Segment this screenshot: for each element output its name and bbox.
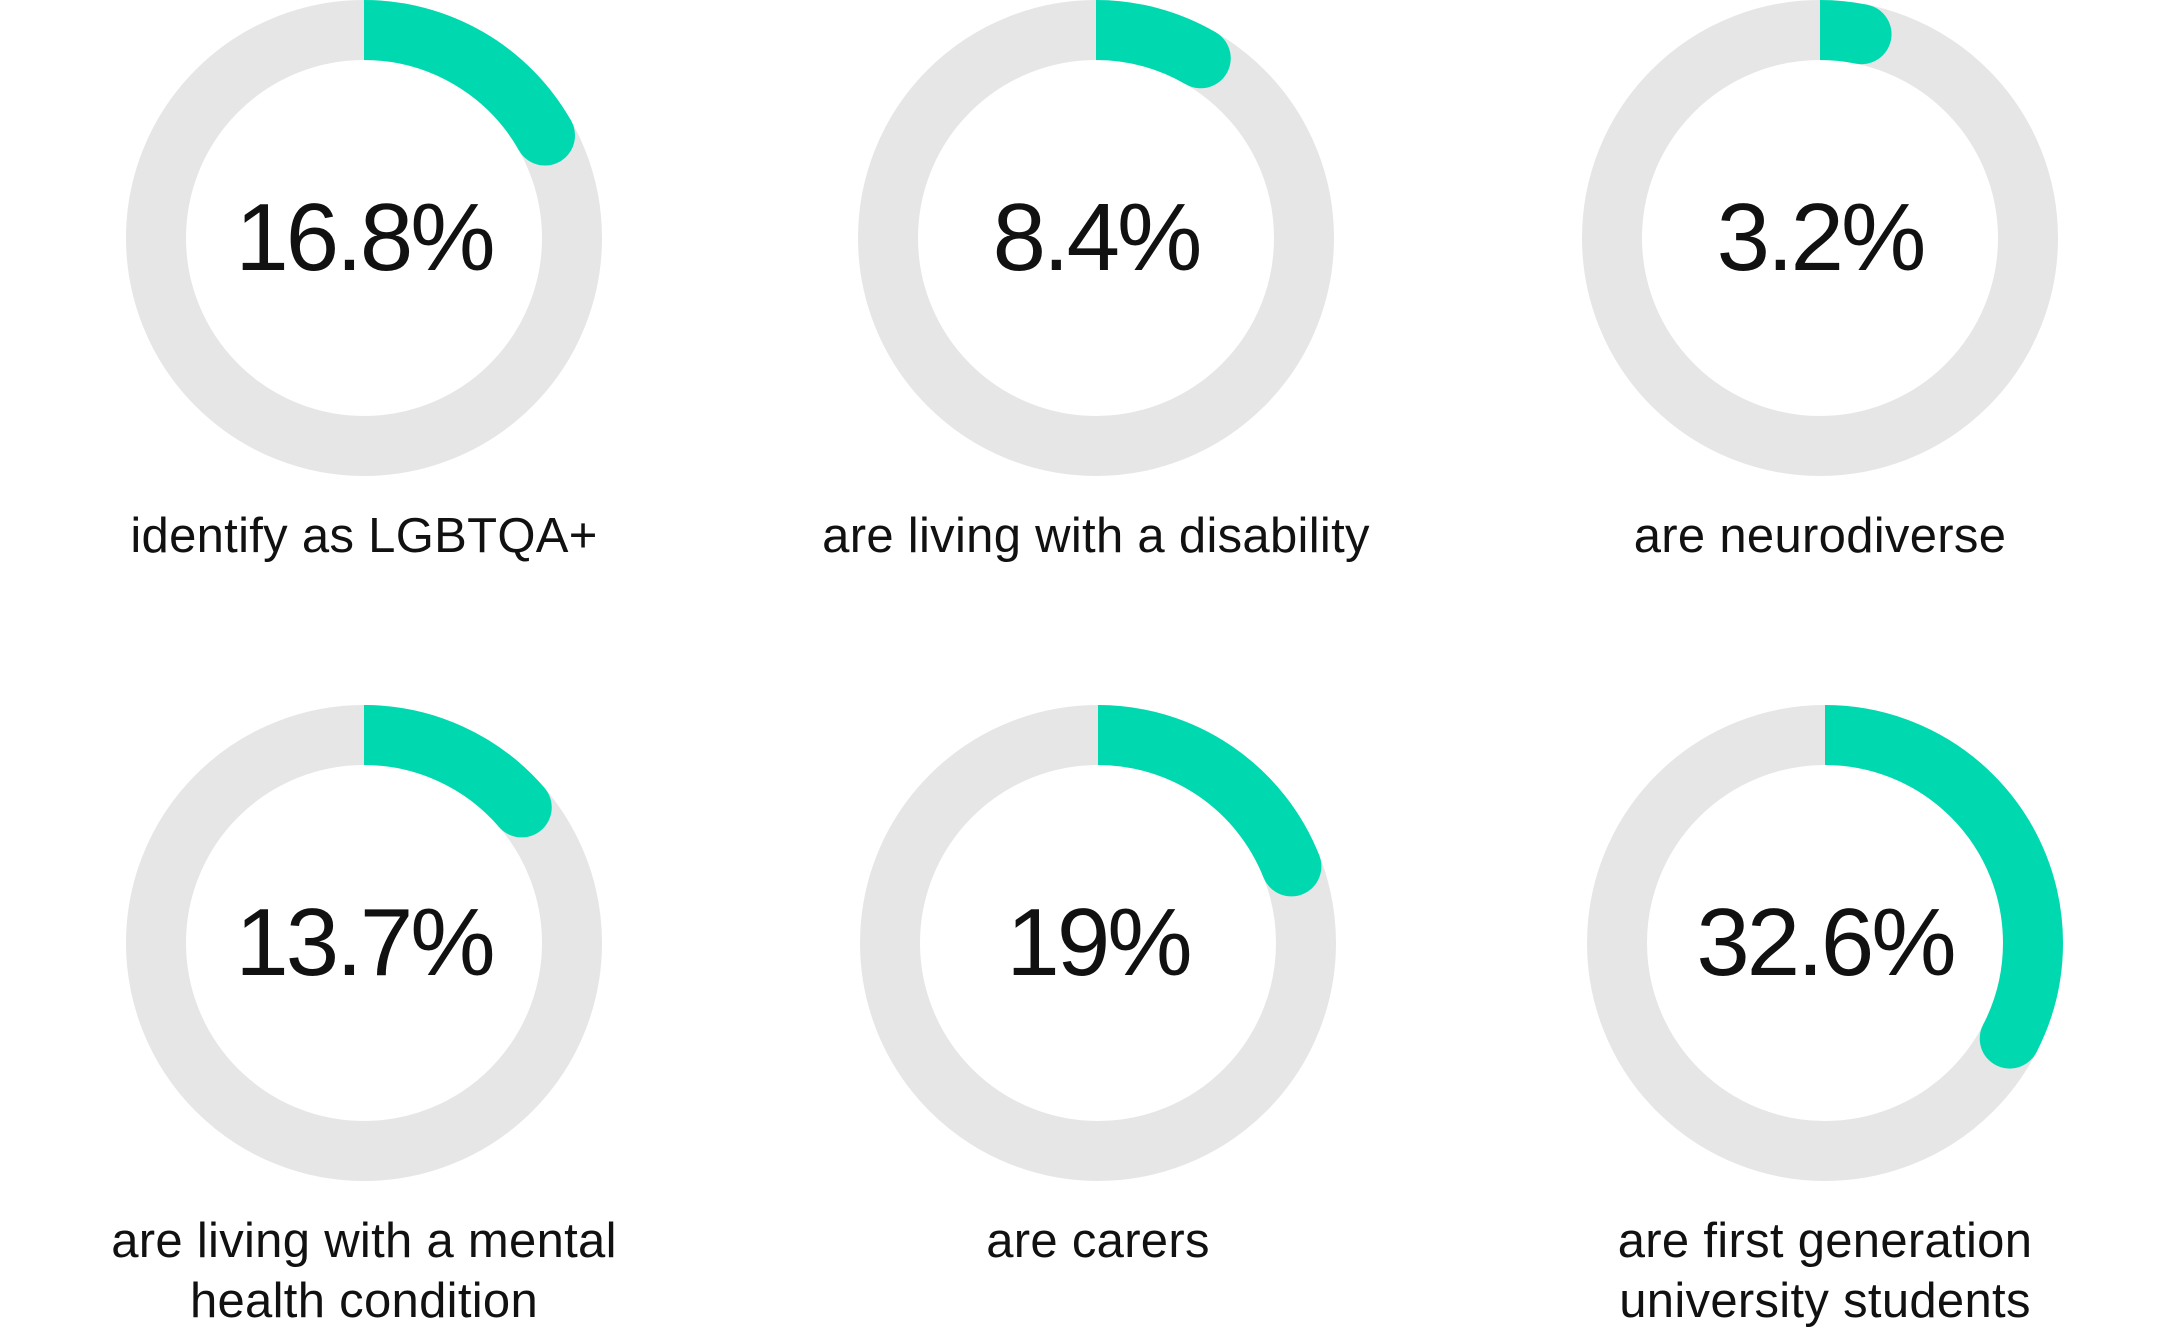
donut-svg [858, 0, 1334, 476]
donut-arc-cap [1831, 4, 1892, 65]
donut-value-arc [126, 705, 602, 1181]
stat-caption: are living with a mental health conditio… [111, 1214, 617, 1328]
donut-value-arc [126, 0, 602, 476]
donut-svg [126, 0, 602, 476]
stat-neurodiverse: 3.2% are neurodiverse [1500, 0, 2140, 566]
donut-svg [860, 705, 1336, 1181]
stat-lgbtqa: 16.8% identify as LGBTQA+ [44, 0, 684, 566]
percent-value: 13.7% [235, 889, 495, 996]
stat-caption: identify as LGBTQA+ [130, 509, 598, 563]
donut-svg [1587, 705, 2063, 1181]
stat-carers: 19% are carers [778, 705, 1418, 1271]
stat-mental-health: 13.7% are living with a mental health co… [44, 705, 684, 1331]
stat-first-generation: 32.6% are first generation university st… [1505, 705, 2145, 1331]
donut-lgbtqa: 16.8% [126, 0, 602, 476]
percent-value: 19% [1006, 889, 1192, 996]
donut-value-arc [858, 0, 1334, 476]
donut-svg [126, 705, 602, 1181]
donut-svg [1582, 0, 2058, 476]
donut-arc-cap [1261, 836, 1322, 897]
stat-disability: 8.4% are living with a disability [776, 0, 1416, 566]
percent-value: 32.6% [1696, 889, 1956, 996]
donut-value-arc [1587, 705, 2063, 1181]
donut-arc-cap [1170, 28, 1231, 89]
percent-value: 8.4% [992, 184, 1203, 291]
stat-caption: are neurodiverse [1633, 509, 2007, 563]
stat-caption: are first generation university students [1617, 1214, 2033, 1328]
stat-caption: are living with a disability [822, 509, 1370, 563]
percent-value: 3.2% [1716, 184, 1927, 291]
donut-first-generation: 32.6% [1587, 705, 2063, 1181]
donut-value-arc [1582, 0, 2058, 476]
donut-value-arc [860, 705, 1336, 1181]
donut-arc-cap [514, 105, 575, 166]
donut-neurodiverse: 3.2% [1582, 0, 2058, 476]
donut-disability: 8.4% [858, 0, 1334, 476]
donut-arc-cap [491, 777, 552, 838]
donut-mental-health: 13.7% [126, 705, 602, 1181]
donut-carers: 19% [860, 705, 1336, 1181]
donut-arc-cap [1979, 1008, 2040, 1069]
stat-caption: are carers [986, 1214, 1210, 1268]
percent-value: 16.8% [235, 184, 495, 291]
